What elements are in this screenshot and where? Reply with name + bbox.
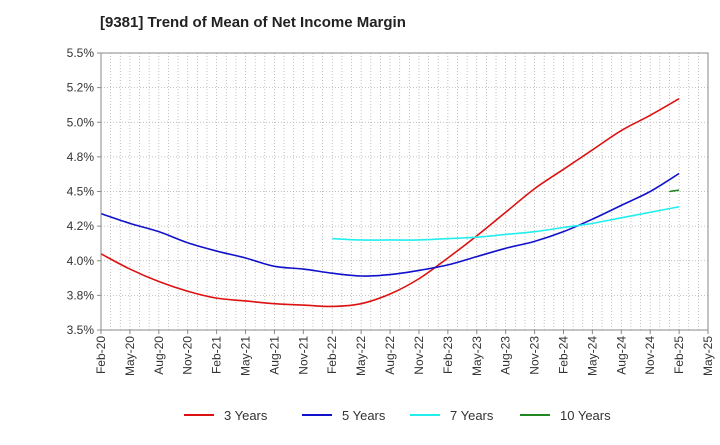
x-tick-label: Nov-20 xyxy=(181,336,195,375)
y-tick-label: 4.8% xyxy=(67,150,95,164)
x-tick-label: Nov-22 xyxy=(412,336,426,375)
legend-label: 3 Years xyxy=(224,408,268,423)
x-tick-label: Aug-23 xyxy=(499,336,513,375)
legend-label: 10 Years xyxy=(560,408,611,423)
series-line-10-years xyxy=(669,189,680,193)
x-tick-label: May-20 xyxy=(123,336,137,376)
y-tick-label: 5.5% xyxy=(67,46,95,60)
legend-label: 5 Years xyxy=(342,408,386,423)
y-tick-label: 4.0% xyxy=(67,254,95,268)
x-tick-label: Aug-21 xyxy=(267,336,281,375)
axis-layer: 3.5% 3.8% 4.0% 4.2% 4.5% 4.8% 5.0% 5.2% 5.5% Feb-… xyxy=(67,46,715,376)
x-tick-label: Aug-20 xyxy=(152,336,166,375)
x-tick-label: Feb-25 xyxy=(672,336,686,374)
y-tick-label: 3.8% xyxy=(67,288,95,302)
grid-layer xyxy=(101,53,708,330)
x-tick-label: Feb-21 xyxy=(210,336,224,374)
x-tick-label: May-21 xyxy=(239,336,253,376)
x-tick-label: Feb-20 xyxy=(94,336,108,374)
y-tick-label: 3.5% xyxy=(67,323,95,337)
x-tick-label: Feb-22 xyxy=(325,336,339,374)
series-line-5-years xyxy=(100,172,680,277)
x-tick-label: May-23 xyxy=(470,336,484,376)
x-tick-label: Aug-24 xyxy=(614,336,628,375)
x-tick-label: Aug-22 xyxy=(383,336,397,375)
y-tick-label: 4.5% xyxy=(67,185,95,199)
series-line-3-years xyxy=(100,98,680,308)
x-tick-label: Nov-24 xyxy=(643,336,657,375)
x-tick-label: Feb-24 xyxy=(556,336,570,374)
x-tick-label: Nov-21 xyxy=(296,336,310,375)
y-tick-label: 5.0% xyxy=(67,115,95,129)
chart-title: [9381] Trend of Mean of Net Income Margi… xyxy=(100,14,406,31)
x-tick-label: Feb-23 xyxy=(441,336,455,374)
x-tick-label: May-25 xyxy=(701,336,715,376)
x-tick-label: May-24 xyxy=(585,336,599,376)
legend-label: 7 Years xyxy=(450,408,494,423)
series-layer xyxy=(100,98,680,308)
series-line-7-years xyxy=(332,205,680,241)
x-tick-label: May-22 xyxy=(354,336,368,376)
legend: 3 Years 5 Years 7 Years 10 Years xyxy=(184,408,611,423)
y-tick-label: 4.2% xyxy=(67,219,95,233)
x-tick-label: Nov-23 xyxy=(528,336,542,375)
y-tick-label: 5.2% xyxy=(67,81,95,95)
